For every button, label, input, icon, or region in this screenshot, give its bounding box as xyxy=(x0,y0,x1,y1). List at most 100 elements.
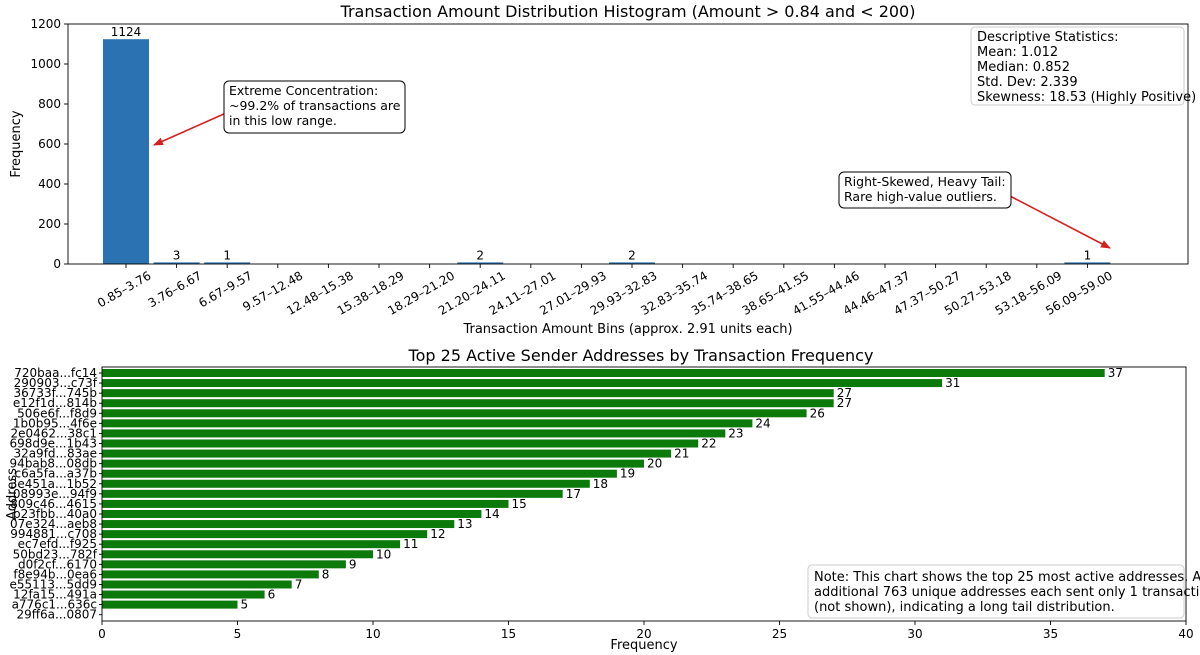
sender-bar-label: 22 xyxy=(701,436,716,450)
sender-address-label: 809c46...4615 xyxy=(10,497,97,511)
histogram-y-tick-label: 1000 xyxy=(30,57,61,71)
sender-bar xyxy=(102,499,509,508)
sender-x-tick-label: 20 xyxy=(636,627,651,641)
sender-bar-label: 5 xyxy=(241,598,249,612)
top-senders-y-axis-label: Address xyxy=(5,468,20,520)
sender-bar xyxy=(102,399,834,408)
sender-bar xyxy=(102,520,455,529)
annotation-line: ~99.2% of transactions are xyxy=(229,98,401,113)
sender-address-label: a776c1...636c xyxy=(12,598,97,612)
histogram-y-tick-label: 200 xyxy=(38,217,61,231)
stats-line: Median: 0.852 xyxy=(977,60,1070,75)
sender-bar xyxy=(102,479,590,488)
annotation-arrow xyxy=(153,112,227,146)
sender-bar-label: 24 xyxy=(755,416,770,430)
histogram-bar xyxy=(103,39,149,265)
histogram-y-tick-label: 800 xyxy=(38,97,61,111)
sender-address-label: d0f2cf...6170 xyxy=(18,557,97,571)
sender-bar xyxy=(102,580,292,589)
annotation-arrow xyxy=(1007,194,1111,249)
stats-line: Skewness: 18.53 (Highly Positive) xyxy=(977,90,1196,105)
sender-address-label: 12fa15...491a xyxy=(13,588,97,602)
sender-address-label: 29ff6a...0807 xyxy=(16,608,97,622)
sender-bar-label: 19 xyxy=(620,467,635,481)
sender-bar-label: 21 xyxy=(674,447,689,461)
sender-address-label: 32a9fd...83ae xyxy=(13,447,97,461)
histogram-bar-label: 1 xyxy=(1084,248,1092,262)
sender-bar xyxy=(102,379,943,388)
histogram-chart: Transaction Amount Distribution Histogra… xyxy=(9,2,1196,337)
sender-bar-label: 8 xyxy=(322,567,330,581)
annotation-box xyxy=(838,171,1012,209)
sender-address-label: 994881...c708 xyxy=(10,527,97,541)
note-line: Note: This chart shows the top 25 most a… xyxy=(814,570,1200,585)
sender-bar xyxy=(102,489,563,498)
sender-bar xyxy=(102,550,373,559)
sender-bar xyxy=(102,429,726,438)
sender-address-label: 50bd23...782f xyxy=(13,547,98,561)
sender-address-label: 506e6f...f8d9 xyxy=(17,406,97,420)
annotation-line: Extreme Concentration: xyxy=(229,83,378,98)
sender-x-tick-label: 15 xyxy=(501,627,516,641)
sender-bar-label: 6 xyxy=(268,588,276,602)
annotation-heavy-tail: Right-Skewed, Heavy Tail: Rare high-valu… xyxy=(838,171,1111,249)
sender-x-tick-label: 35 xyxy=(1043,627,1058,641)
sender-address-label: 36733f...745b xyxy=(14,386,98,400)
histogram-bar xyxy=(1064,262,1111,264)
histogram-plot-frame xyxy=(67,23,1189,265)
sender-x-tick-label: 25 xyxy=(772,627,787,641)
sender-address-label: 3e451a...1b52 xyxy=(10,477,97,491)
sender-x-tick-label: 10 xyxy=(365,627,380,641)
sender-address-label: 290903...c73f xyxy=(14,376,98,390)
sender-address-label: 07e324...aeb8 xyxy=(10,517,97,531)
sender-bar-label: 14 xyxy=(484,507,499,521)
sender-bar xyxy=(102,509,482,518)
sender-bar-label: 27 xyxy=(837,396,852,410)
sender-bar-label: 27 xyxy=(837,386,852,400)
histogram-bar-label: 3 xyxy=(173,248,181,262)
histogram-y-tick-label: 600 xyxy=(38,137,61,151)
sender-bar-label: 18 xyxy=(593,477,608,491)
annotation-box xyxy=(223,80,406,134)
stats-line: Mean: 1.012 xyxy=(977,45,1058,60)
sender-bar-label: 10 xyxy=(376,547,391,561)
sender-bar xyxy=(102,540,401,549)
sender-address-label: 720baa...fc14 xyxy=(14,366,97,380)
sender-address-label: 2e0462...38c1 xyxy=(10,426,97,440)
sender-x-tick-label: 0 xyxy=(98,627,106,641)
histogram-title: Transaction Amount Distribution Histogra… xyxy=(340,2,916,21)
stats-line: Std. Dev: 2.339 xyxy=(977,75,1078,90)
sender-bar-label: 13 xyxy=(457,517,472,531)
histogram-bar xyxy=(153,262,200,264)
histogram-x-tick-label: 3.76–6.67 xyxy=(146,268,204,310)
sender-bar-label: 20 xyxy=(647,457,662,471)
sender-bar-label: 7 xyxy=(295,577,303,591)
sender-address-label: 94bab8...08db xyxy=(10,457,97,471)
histogram-bar xyxy=(457,262,504,264)
sender-bar xyxy=(102,369,1105,377)
histogram-bar-label: 1124 xyxy=(111,25,142,39)
sender-address-label: 698d9e...1b43 xyxy=(9,436,97,450)
sender-bar xyxy=(102,590,265,599)
sender-x-tick-label: 40 xyxy=(1178,627,1193,641)
histogram-y-tick-label: 1200 xyxy=(30,17,61,31)
note-line: (not shown), indicating a long tail dist… xyxy=(814,600,1115,615)
top-senders-x-axis-label: Frequency xyxy=(610,638,677,653)
sender-address-label: ec7efd...f925 xyxy=(18,537,97,551)
note-box-frame xyxy=(807,564,1185,619)
annotation-extreme-concentration: Extreme Concentration: ~99.2% of transac… xyxy=(153,80,406,146)
sender-address-label: 1b0b95...4f6e xyxy=(13,416,97,430)
stats-line: Descriptive Statistics: xyxy=(977,30,1118,45)
annotation-line: Rare high-value outliers. xyxy=(844,189,997,204)
sender-bar-label: 23 xyxy=(728,426,743,440)
note-box: Note: This chart shows the top 25 most a… xyxy=(807,564,1200,619)
sender-bar xyxy=(102,600,238,609)
histogram-y-tick-label: 0 xyxy=(53,257,61,271)
top-senders-plot-frame xyxy=(101,366,1187,622)
sender-x-tick-label: 5 xyxy=(234,627,242,641)
histogram-bar-label: 2 xyxy=(476,248,484,262)
sender-bar-label: 15 xyxy=(512,497,527,511)
histogram-bar-label: 2 xyxy=(628,248,636,262)
sender-bar xyxy=(102,469,617,478)
